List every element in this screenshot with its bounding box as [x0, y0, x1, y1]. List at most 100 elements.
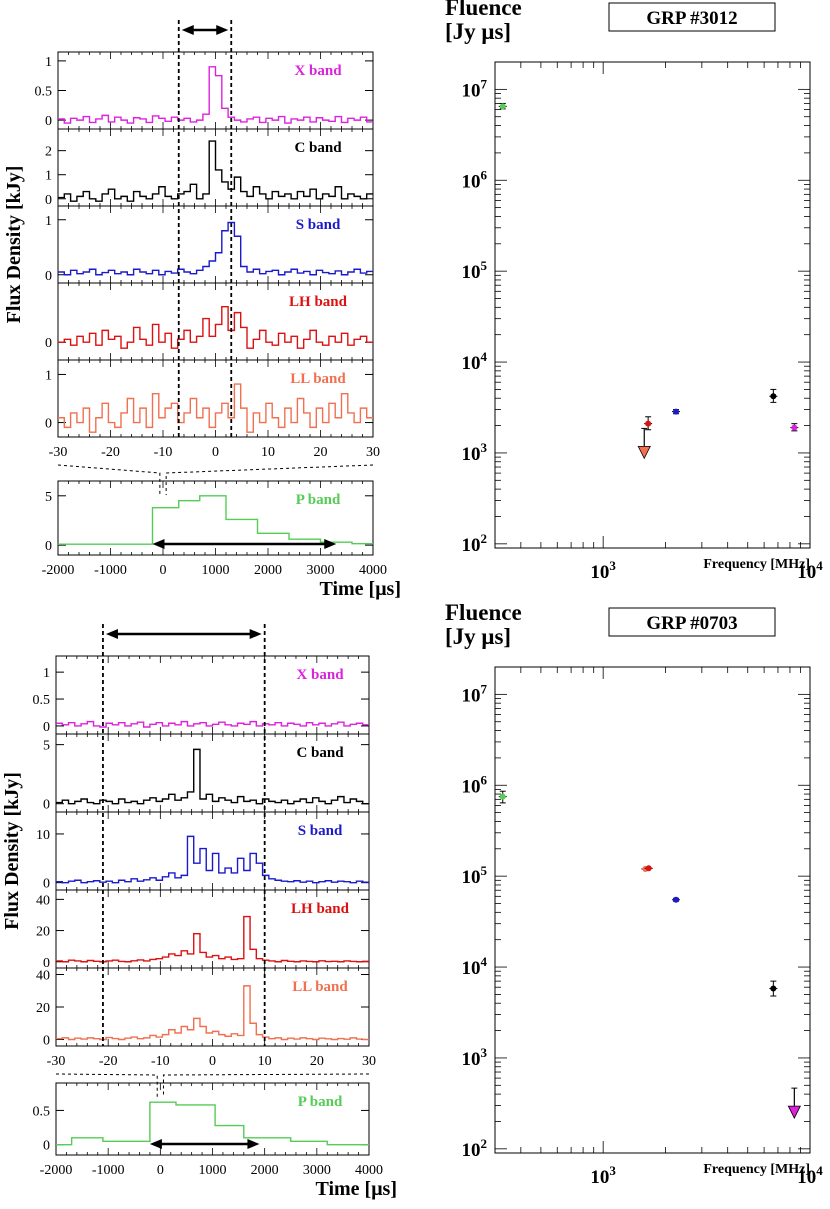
y-tick-label: 0.5	[35, 85, 53, 100]
p-band-label: P band	[298, 1094, 343, 1110]
y-tick-label: 1	[45, 169, 52, 184]
y-tick-label: 10	[36, 828, 50, 843]
arrow-head-left	[152, 539, 165, 549]
bottom-fluence-spectrum: Fluence[Jy μs] GRP #0703 102 103 104 105 106 10…	[445, 600, 823, 1188]
bottom-pulse-profiles: Flux Density [kJy] 0 0.5 1 X band 0 5 C band 0 10…	[1, 624, 397, 1200]
x-tick-label: -1000	[94, 563, 127, 578]
ll-band-label: LL band	[292, 979, 348, 995]
x-tick-label: 30	[362, 1054, 376, 1069]
x-tick-label: 2000	[251, 1163, 279, 1178]
ll-band-label: LL band	[290, 371, 346, 387]
x-tick-label: -30	[47, 1054, 66, 1069]
window-arrow	[181, 25, 229, 35]
x-tick-label: -10	[154, 445, 173, 460]
x-tick-label: -20	[101, 445, 120, 460]
s-band-trace	[58, 221, 373, 276]
s-band-label: S band	[296, 217, 341, 233]
y-axis-label: Flux Density [kJy]	[1, 772, 23, 930]
y-tick-label: 0	[43, 956, 50, 971]
arrow-head-right	[249, 629, 262, 639]
point-c-band	[769, 388, 778, 403]
c-band-trace	[56, 748, 369, 805]
point-x-band	[790, 423, 799, 432]
y-axis-label: Flux Density [kJy]	[3, 166, 25, 324]
y-tick-label: 1	[45, 55, 52, 70]
y-tick-label: 0	[43, 877, 50, 892]
y-tick-label: 0	[43, 720, 50, 735]
arrow-head-left	[149, 1139, 162, 1149]
x-tick-label: 1000	[199, 1163, 227, 1178]
title-box	[608, 2, 776, 32]
c-band-label: C band	[296, 745, 344, 761]
y-axis-label-line1: Fluence	[445, 0, 522, 20]
top-pulse-profiles: Flux Density [kJy] 0 0.5 1 X band 0 1 2 C band 0 1…	[3, 20, 401, 600]
y-tick-label: 107	[462, 681, 488, 706]
y-tick-label: 106	[462, 167, 488, 192]
y-tick-label: 1	[45, 368, 52, 383]
arrow-head-left	[105, 629, 118, 639]
x-band-label: X band	[296, 667, 344, 683]
lh-band-trace	[56, 915, 369, 963]
y-tick-label: 0	[45, 269, 52, 284]
x-band-trace	[56, 720, 369, 728]
data-marker	[770, 985, 777, 992]
x-tick-label: 104	[797, 558, 823, 583]
x-tick-label: 4000	[355, 1163, 383, 1178]
y-tick-label: 0	[43, 1034, 50, 1049]
x-tick-label: 3000	[303, 1163, 331, 1178]
y-tick-label: 40	[36, 969, 50, 984]
panel-lh-band: 0 LH band	[45, 282, 374, 361]
y-tick-label: 40	[36, 893, 50, 908]
data-marker	[645, 865, 652, 872]
point-c-band	[769, 980, 778, 997]
y-tick-label: 103	[462, 1045, 488, 1070]
panel-p-band: 0 5 P band	[45, 480, 374, 556]
y-axis-label-line2: [Jy μs]	[445, 19, 511, 44]
x-band-trace	[58, 66, 373, 124]
data-marker	[499, 793, 506, 800]
y-tick-label: 105	[462, 258, 488, 283]
p-window-arrow	[149, 1139, 260, 1149]
x-tick-label: 30	[366, 445, 380, 460]
panel-s-band: 0 1 S band	[45, 205, 374, 284]
x-tick-label: 0	[160, 563, 167, 578]
y-axis-label-line2: [Jy μs]	[445, 624, 511, 649]
c-band-label: C band	[294, 140, 342, 156]
x-tick-label: -2000	[40, 1163, 73, 1178]
panel-c-band: 0 5 C band	[43, 733, 370, 813]
y-tick-label: 2	[45, 145, 52, 160]
data-marker	[673, 408, 680, 415]
y-tick-label: 106	[462, 772, 488, 797]
y-tick-label: 0	[45, 336, 52, 351]
lh-band-trace	[58, 305, 373, 349]
panel-p-band: 0 0.5 P band	[33, 1082, 370, 1156]
s-band-trace	[56, 835, 369, 884]
y-tick-label: 20	[36, 1001, 50, 1016]
y-tick-label: 0	[45, 417, 52, 432]
y-tick-label: 1	[45, 214, 52, 229]
point-lh-band	[644, 865, 653, 872]
x-tick-label: 103	[590, 558, 616, 583]
x-tick-label: 20	[310, 1054, 324, 1069]
y-tick-label: 105	[462, 863, 488, 888]
y-tick-label: 0	[43, 1139, 50, 1154]
plot-frame	[494, 61, 811, 549]
arrow-head-right	[247, 1139, 260, 1149]
panel-x-band: 0 0.5 1 X band	[33, 655, 370, 735]
chart-title: GRP #3012	[646, 8, 737, 29]
upper-limit-arrowhead	[637, 445, 651, 460]
x-axis-label: Time [μs]	[315, 1178, 397, 1200]
upper-limit-arrowhead	[787, 1105, 801, 1120]
chart-title: GRP #0703	[646, 613, 737, 634]
upper-limit-x-band	[787, 1087, 801, 1120]
panel-ll-band: 0 20 40 LL band	[36, 967, 370, 1049]
x-tick-label: -2000	[42, 563, 75, 578]
x-tick-label: 103	[590, 1163, 616, 1188]
x-axis-label: Frequency [MHz]	[703, 557, 810, 572]
y-tick-label: 1	[43, 666, 50, 681]
data-marker	[673, 896, 680, 903]
x-tick-label: 0	[212, 445, 219, 460]
x-tick-label: 10	[258, 1054, 272, 1069]
x-tick-label: -10	[151, 1054, 170, 1069]
